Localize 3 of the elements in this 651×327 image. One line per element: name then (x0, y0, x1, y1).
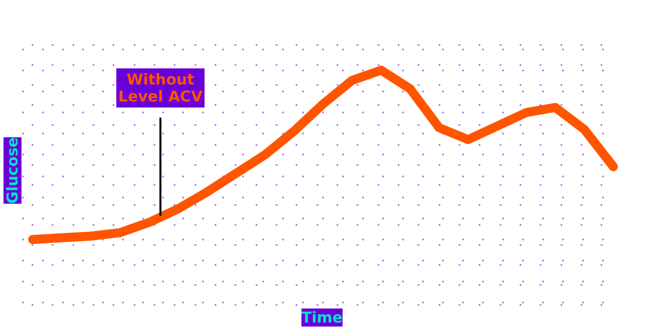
x-axis-title: Time (301, 308, 343, 326)
annotation: Without Level ACV (118, 70, 203, 106)
y-axis-title: Glucose (4, 137, 22, 204)
